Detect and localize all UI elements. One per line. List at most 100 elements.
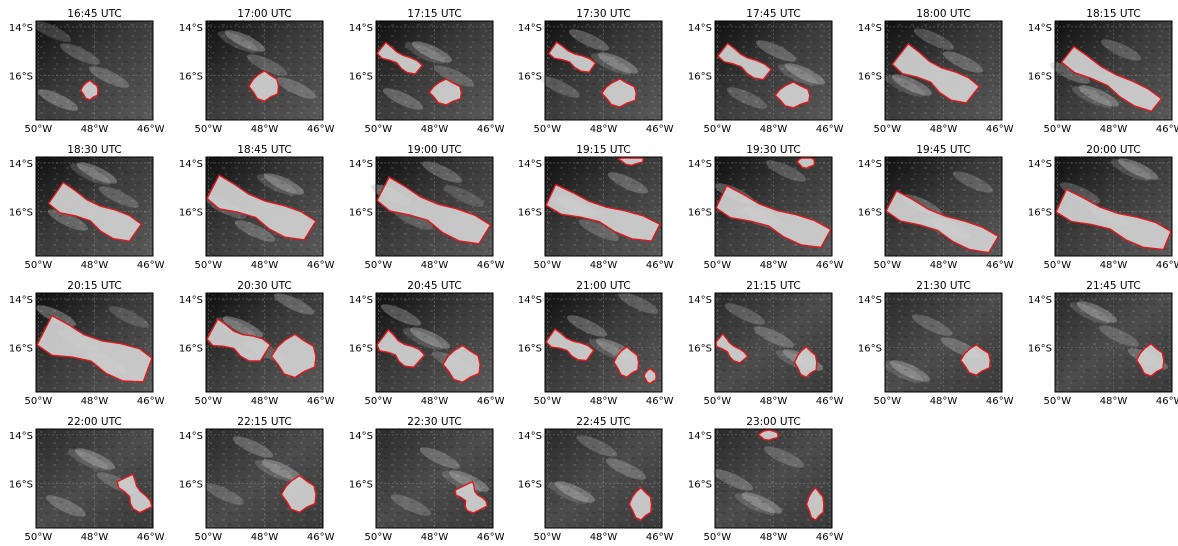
storm-outline — [545, 328, 595, 362]
lat-tick-label: 14°S — [349, 159, 373, 170]
lat-tick-label: 14°S — [349, 23, 373, 34]
storm-outline — [376, 176, 492, 245]
lat-tick-label: 16°S — [688, 343, 712, 354]
satellite-panel: 21:30 UTC 14°S 16°S 50°W 48°W 46°W — [858, 280, 1014, 407]
panel-frame — [205, 20, 324, 121]
lon-tick-label: 46°W — [477, 532, 505, 543]
lon-tick-label: 48°W — [421, 532, 449, 543]
panel-time-label: 17:30 UTC — [576, 8, 630, 20]
satellite-panel: 17:30 UTC 14°S 16°S 50°W 48°W 46°W — [518, 8, 674, 135]
lon-tick-label: 46°W — [816, 396, 844, 407]
satellite-panel: 18:15 UTC 14°S 16°S 50°W 48°W 46°W — [1028, 8, 1178, 135]
satellite-panel: 17:45 UTC 14°S 16°S 50°W 48°W 46°W — [688, 8, 844, 135]
lon-tick-label: 50°W — [365, 532, 393, 543]
lon-tick-label: 50°W — [534, 396, 562, 407]
lat-tick-label: 16°S — [179, 71, 203, 82]
lat-tick-label: 16°S — [688, 207, 712, 218]
lat-tick-label: 16°S — [518, 71, 542, 82]
panel-time-label: 22:15 UTC — [237, 416, 291, 428]
lat-tick-label: 14°S — [688, 23, 712, 34]
lat-tick-label: 16°S — [349, 207, 373, 218]
storm-outline — [793, 345, 818, 378]
lon-tick-label: 46°W — [646, 260, 674, 271]
lat-tick-label: 16°S — [349, 71, 373, 82]
panel-time-label: 20:45 UTC — [407, 280, 461, 292]
panel-time-label: 21:00 UTC — [576, 280, 630, 292]
storm-outline — [376, 41, 424, 75]
panel-frame — [375, 20, 494, 121]
lon-tick-label: 48°W — [251, 396, 279, 407]
storm-outline — [613, 345, 640, 378]
lat-tick-label: 16°S — [858, 343, 882, 354]
lat-tick-label: 14°S — [518, 295, 542, 306]
lat-tick-label: 16°S — [349, 343, 373, 354]
satellite-panel: 17:00 UTC 14°S 16°S 50°W 48°W 46°W — [179, 8, 335, 135]
satellite-panel: 17:15 UTC 14°S 16°S 50°W 48°W 46°W — [349, 8, 505, 135]
storm-outline — [959, 344, 992, 376]
lon-tick-label: 48°W — [930, 124, 958, 135]
panel-time-label: 22:00 UTC — [67, 416, 121, 428]
storm-outline — [715, 184, 832, 249]
lon-tick-label: 50°W — [365, 124, 393, 135]
storm-outline — [628, 486, 653, 521]
storm-outline — [891, 42, 981, 104]
panel-frame — [375, 156, 494, 257]
storm-outline — [796, 157, 816, 170]
storm-outline — [206, 174, 317, 241]
lon-tick-label: 48°W — [760, 260, 788, 271]
satellite-panel: 19:45 UTC 14°S 16°S 50°W 48°W 46°W — [858, 144, 1014, 271]
lat-tick-label: 14°S — [688, 159, 712, 170]
lon-tick-label: 50°W — [1044, 396, 1072, 407]
lat-tick-label: 14°S — [1028, 23, 1052, 34]
lon-tick-label: 46°W — [477, 260, 505, 271]
satellite-panel: 20:30 UTC 14°S 16°S 50°W 48°W 46°W — [179, 280, 335, 407]
lon-tick-label: 48°W — [421, 260, 449, 271]
satellite-panel: 20:00 UTC 14°S 16°S 50°W 48°W 46°W — [1028, 144, 1178, 271]
lon-tick-label: 50°W — [195, 260, 223, 271]
lat-tick-label: 14°S — [9, 295, 33, 306]
storm-outline — [376, 328, 426, 368]
lon-tick-label: 50°W — [25, 260, 53, 271]
lat-tick-label: 16°S — [349, 479, 373, 490]
panel-frame — [544, 20, 663, 121]
panel-time-label: 19:15 UTC — [576, 144, 630, 156]
lon-tick-label: 48°W — [81, 396, 109, 407]
lat-tick-label: 16°S — [688, 71, 712, 82]
storm-outline — [47, 181, 143, 242]
panel-frame — [884, 156, 1003, 257]
lat-tick-label: 16°S — [518, 343, 542, 354]
lon-tick-label: 46°W — [1156, 124, 1178, 135]
lon-tick-label: 48°W — [590, 260, 618, 271]
storm-outline — [642, 367, 657, 385]
lat-tick-label: 14°S — [179, 431, 203, 442]
storm-outline — [280, 474, 317, 514]
panel-frame — [375, 428, 494, 529]
panel-time-label: 17:00 UTC — [237, 8, 291, 20]
lon-tick-label: 46°W — [816, 124, 844, 135]
panel-time-label: 20:00 UTC — [1086, 144, 1140, 156]
lon-tick-label: 50°W — [365, 396, 393, 407]
lat-tick-label: 14°S — [1028, 295, 1052, 306]
lon-tick-label: 46°W — [816, 532, 844, 543]
satellite-panel: 22:45 UTC 14°S 16°S 50°W 48°W 46°W — [518, 416, 674, 543]
lat-tick-label: 14°S — [179, 295, 203, 306]
lat-tick-label: 16°S — [1028, 207, 1052, 218]
lon-tick-label: 50°W — [534, 260, 562, 271]
lon-tick-label: 46°W — [986, 396, 1014, 407]
storm-outline — [1060, 45, 1163, 113]
lon-tick-label: 48°W — [590, 532, 618, 543]
lon-tick-label: 46°W — [646, 532, 674, 543]
lon-tick-label: 46°W — [646, 396, 674, 407]
lat-tick-label: 14°S — [349, 295, 373, 306]
lon-tick-label: 50°W — [25, 396, 53, 407]
lon-tick-label: 50°W — [534, 124, 562, 135]
lon-tick-label: 46°W — [307, 124, 335, 135]
panel-time-label: 21:45 UTC — [1086, 280, 1140, 292]
panel-time-label: 19:30 UTC — [746, 144, 800, 156]
panel-frame — [35, 20, 154, 121]
lon-tick-label: 48°W — [590, 396, 618, 407]
lat-tick-label: 16°S — [858, 207, 882, 218]
panel-time-label: 18:30 UTC — [67, 144, 121, 156]
lon-tick-label: 48°W — [1100, 260, 1128, 271]
lon-tick-label: 50°W — [704, 124, 732, 135]
